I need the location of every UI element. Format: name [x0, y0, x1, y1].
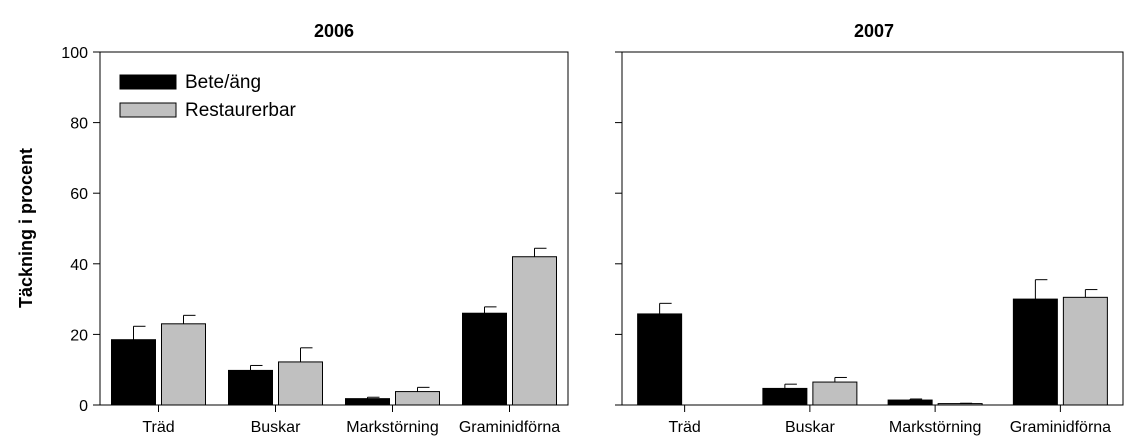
legend-label-restaurerbar: Restaurerbar [185, 100, 297, 121]
bar-bete-ng-graminidf-rna [1012, 298, 1058, 406]
y-tick-label: 80 [70, 116, 88, 133]
bar-bete-ng-markst-rning [345, 398, 390, 406]
bar-bete-ng-tr-d [111, 339, 156, 406]
legend: Bete/äng Restaurerbar [119, 72, 297, 121]
plot-frame [621, 51, 1124, 406]
bar-bete-ng-buskar [762, 387, 808, 406]
chart-title-2006: 2006 [314, 21, 354, 41]
chart-title-2007: 2007 [854, 21, 894, 41]
bar-restaurerbar-graminidf-rna [512, 256, 557, 406]
bar-restaurerbar-markst-rning [937, 403, 983, 406]
x-tick-label-buskar: Buskar [785, 419, 835, 436]
panel-2006: 0 20 40 60 80 100 Träd Buskar Markstörning Gramin… [61, 45, 569, 436]
panel-2007: Träd Buskar Markstörning Graminidförna [615, 51, 1124, 436]
legend-label-bete-ng: Bete/äng [185, 72, 261, 93]
bar-restaurerbar-markst-rning [395, 391, 440, 406]
bar-bete-ng-graminidf-rna [462, 312, 507, 406]
y-axis-label: Täckning i procent [16, 148, 36, 308]
x-tick-label-markst-rning: Markstörning [889, 419, 981, 436]
bar-restaurerbar-tr-d [161, 323, 206, 406]
bar-bete-ng-buskar [228, 369, 273, 406]
bar-bete-ng-markst-rning [887, 399, 933, 406]
y-tick-label: 100 [61, 45, 88, 62]
bar-restaurerbar-buskar [278, 361, 323, 406]
x-tick-label-buskar: Buskar [251, 419, 301, 436]
y-tick-label: 40 [70, 257, 88, 274]
y-tick-label: 60 [70, 186, 88, 203]
bar-bete-ng-tr-d [637, 313, 683, 406]
x-tick-label-markst-rning: Markstörning [346, 419, 438, 436]
bar-restaurerbar-buskar [812, 381, 858, 406]
legend-swatch-bete-ng [119, 74, 177, 90]
x-tick-label-tr-d: Träd [668, 419, 700, 436]
bar-restaurerbar-graminidf-rna [1062, 296, 1108, 406]
x-tick-label-graminidf-rna: Graminidförna [1010, 419, 1111, 436]
plot-frame [99, 51, 569, 406]
x-tick-label-graminidf-rna: Graminidförna [459, 419, 560, 436]
x-tick-label-tr-d: Träd [142, 419, 174, 436]
legend-swatch-restaurerbar [119, 102, 177, 118]
y-tick-label: 0 [79, 398, 88, 415]
y-tick-label: 20 [70, 327, 88, 344]
